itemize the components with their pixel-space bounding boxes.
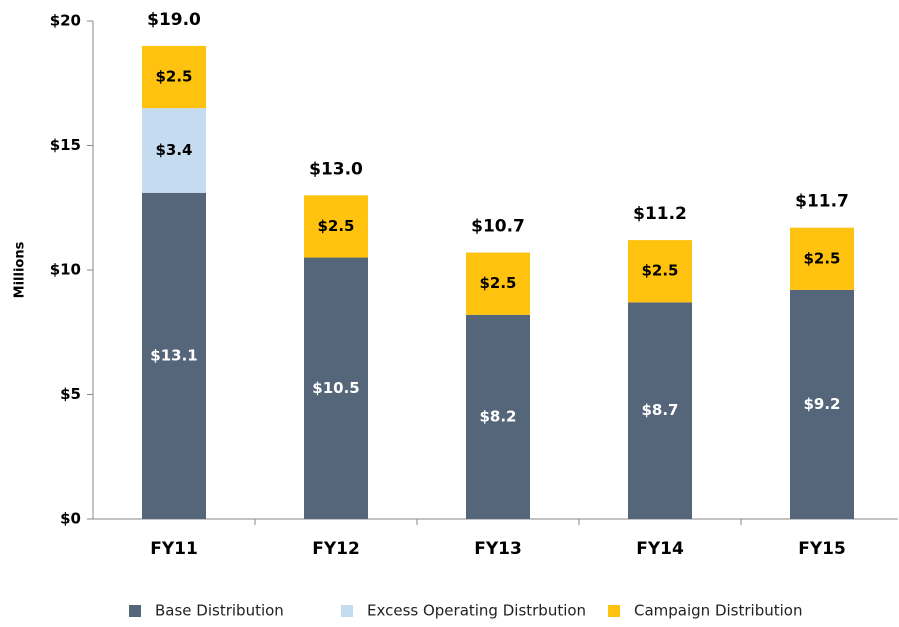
bar-segment [304, 257, 368, 519]
data-label: $2.5 [803, 249, 840, 267]
y-axis-label: Millions [13, 241, 28, 298]
y-tick-label: $0 [60, 510, 81, 528]
data-label: $2.5 [479, 274, 516, 292]
total-label: $10.7 [471, 217, 525, 237]
bar-segment [790, 289, 854, 519]
y-tick-label: $15 [50, 136, 81, 154]
data-label: $3.4 [155, 141, 192, 159]
y-tick-label: $5 [60, 385, 81, 403]
x-tick-label: FY14 [636, 539, 684, 559]
bar-segment [142, 45, 206, 109]
data-label: $8.7 [641, 401, 678, 419]
data-label: $13.1 [150, 346, 197, 364]
legend-swatch [341, 605, 353, 617]
bar-segment [142, 192, 206, 519]
x-tick-label: FY13 [474, 539, 522, 559]
total-label: $13.0 [309, 159, 363, 179]
data-label: $10.5 [312, 379, 359, 397]
bar-segment [304, 195, 368, 258]
total-label: $11.2 [633, 204, 687, 224]
data-label: $2.5 [155, 68, 192, 86]
legend-swatch [608, 605, 620, 617]
total-label: $11.7 [795, 192, 849, 212]
x-tick-label: FY15 [798, 539, 846, 559]
bar-segment [466, 252, 530, 315]
bar-segment [628, 240, 692, 303]
bar-segment [790, 227, 854, 290]
data-label: $8.2 [479, 407, 516, 425]
legend-label: Base Distribution [155, 602, 284, 620]
legend-label: Campaign Distribution [634, 602, 802, 620]
data-label: $9.2 [803, 395, 840, 413]
x-tick-label: FY11 [150, 539, 198, 559]
legend-label: Excess Operating Distrbution [367, 602, 586, 620]
bar-segment [466, 314, 530, 519]
y-tick-label: $20 [50, 12, 81, 30]
bar-segment [628, 302, 692, 519]
bar-segment [142, 108, 206, 193]
x-tick-label: FY12 [312, 539, 360, 559]
legend-swatch [129, 605, 141, 617]
total-label: $19.0 [147, 10, 201, 30]
data-label: $2.5 [641, 262, 678, 280]
data-label: $2.5 [317, 217, 354, 235]
y-tick-label: $10 [50, 261, 81, 279]
